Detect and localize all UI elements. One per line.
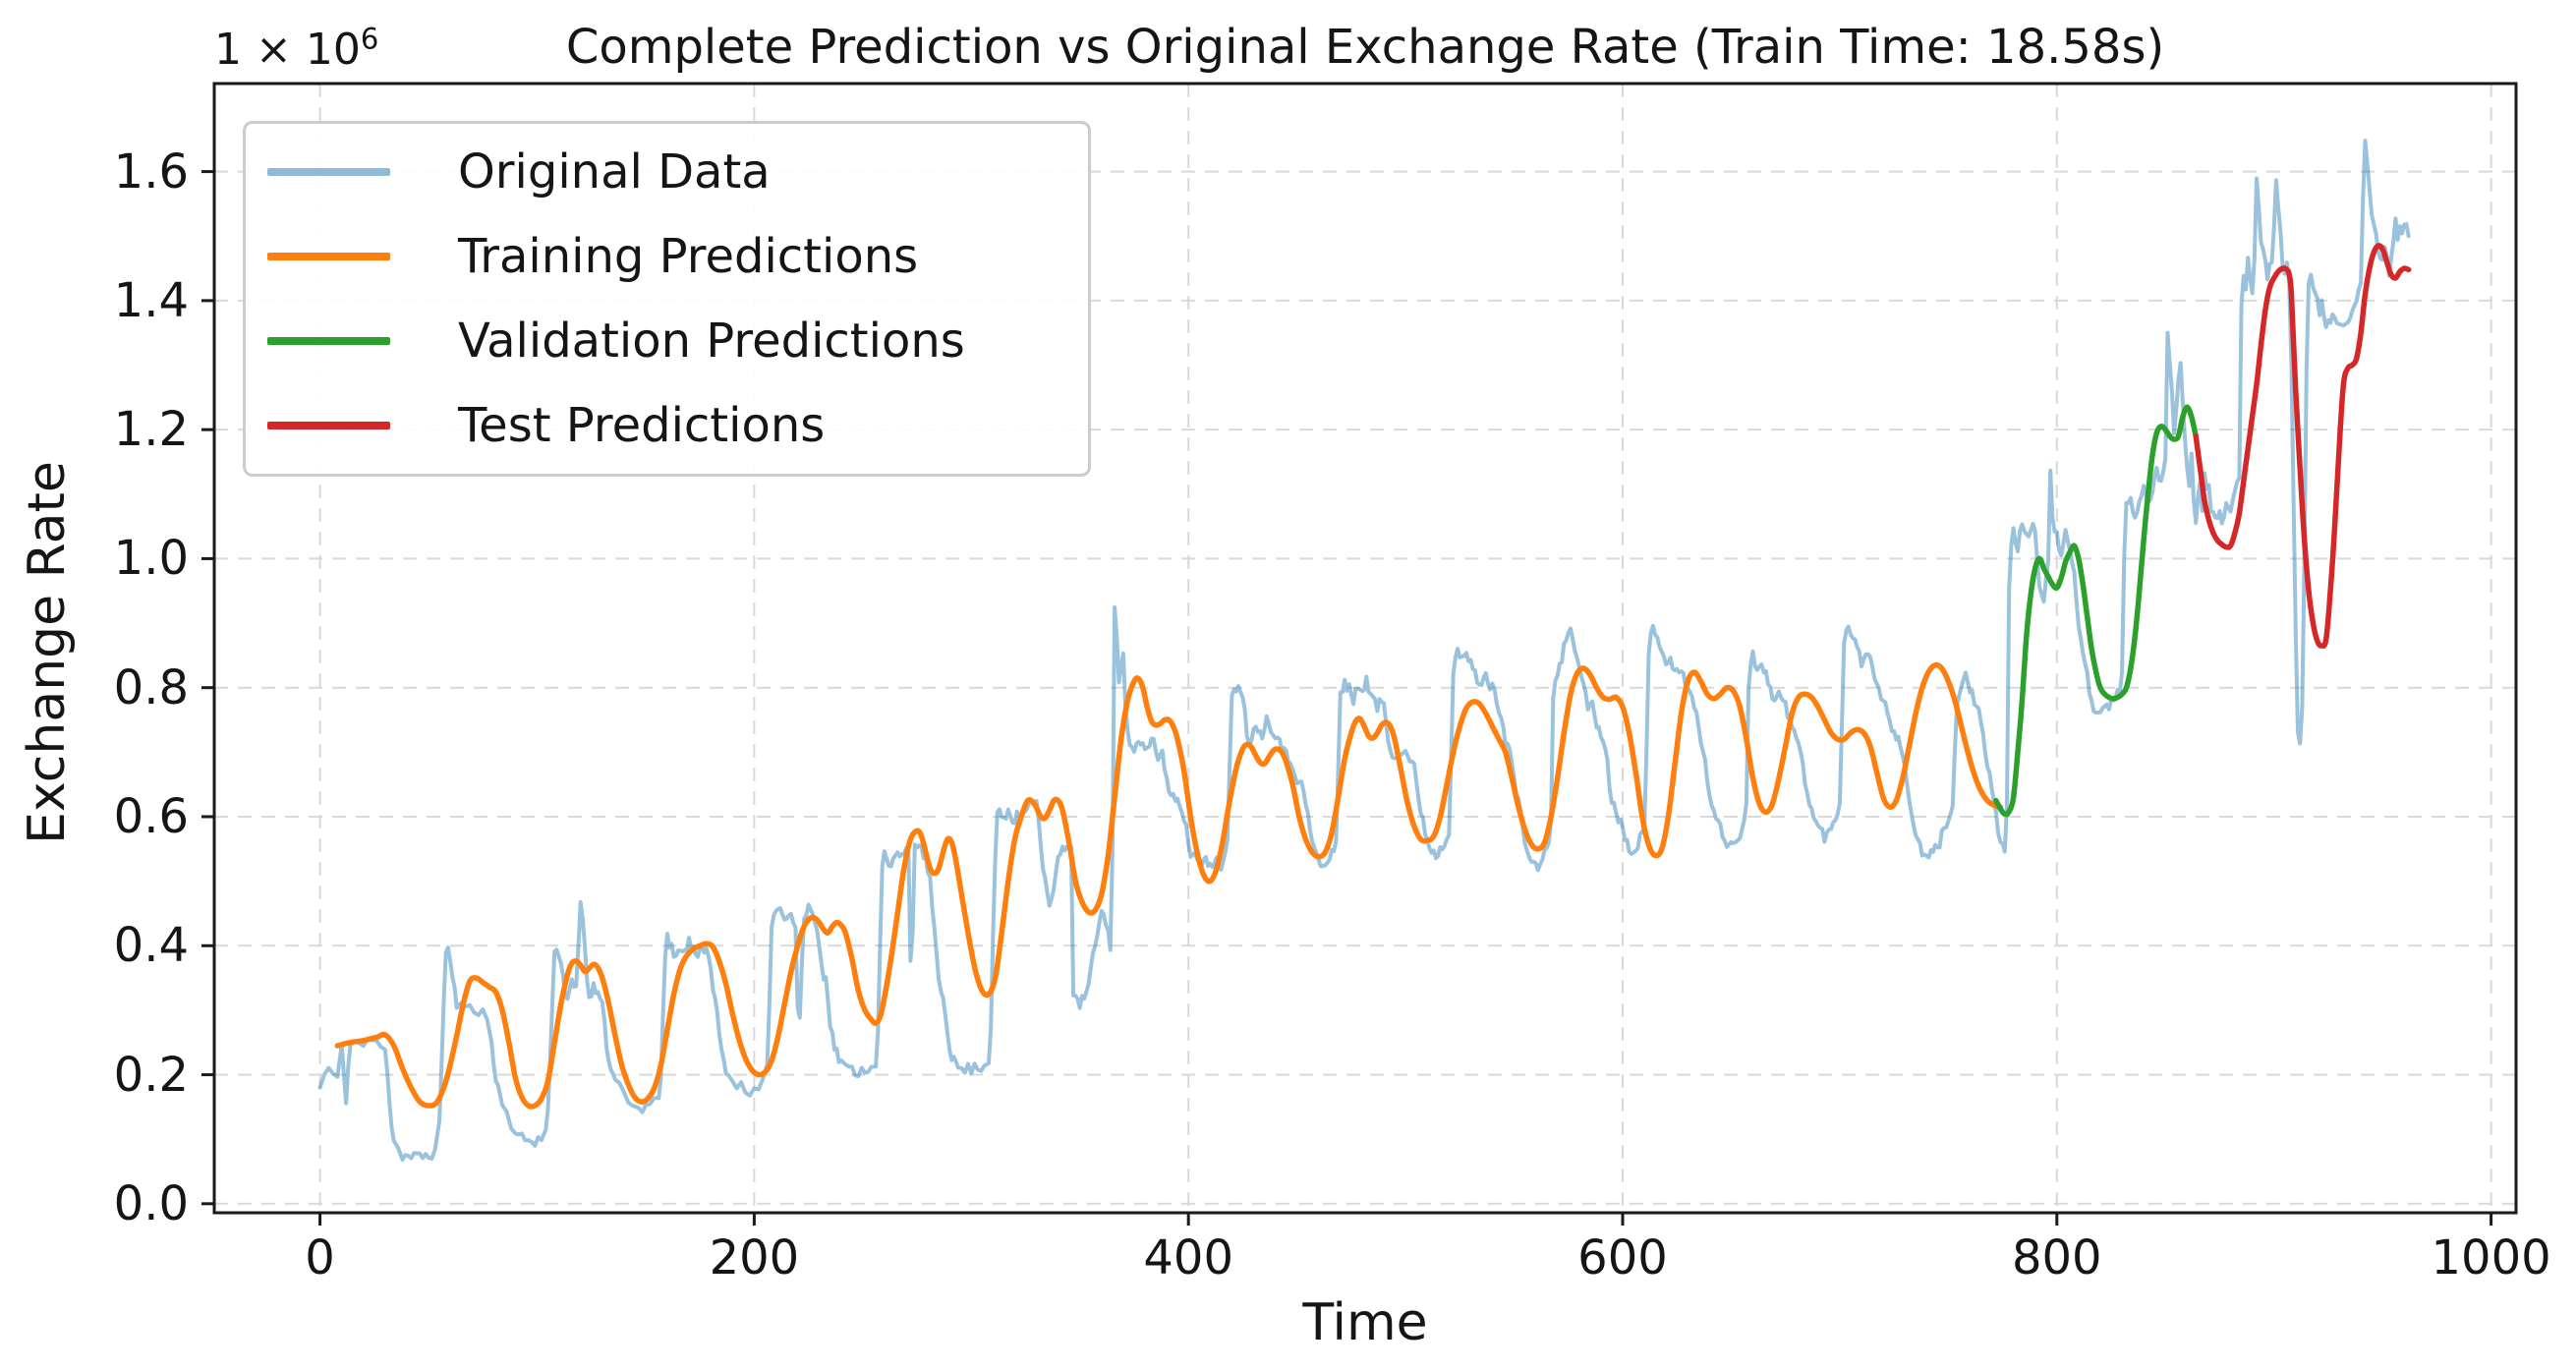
x-tick-label: 800 [2011,1230,2102,1285]
legend-item-original-data: Original Data [246,131,1088,213]
y-tick-label: 0.6 [113,788,189,844]
y-tick-label: 0.8 [113,659,189,715]
legend-item-training-predictions: Training Predictions [246,215,1088,298]
x-tick-label: 600 [1577,1230,1668,1285]
offset-exponent: 6 [360,22,379,56]
tick-marks [201,170,2493,1226]
x-tick-label: 400 [1143,1230,1233,1285]
legend-item-validation-predictions: Validation Predictions [246,300,1088,382]
legend-line-icon [267,253,390,260]
legend: Original Data Training Predictions Valid… [243,121,1091,477]
y-axis-offset-label: 1 × 106 [214,22,379,75]
legend-line-icon [267,168,390,176]
legend-label: Test Predictions [458,398,826,453]
x-tick-label: 200 [709,1230,800,1285]
legend-line-icon [267,422,390,429]
y-tick-label: 1.2 [113,402,189,458]
y-tick-label: 1.6 [113,143,189,200]
legend-label: Original Data [458,144,771,200]
y-tick-label: 0.0 [113,1175,189,1231]
series-training-predictions [334,661,2004,1110]
x-tick-label: 0 [305,1230,335,1285]
series-original-data [317,139,2411,1162]
legend-line-icon [267,337,390,345]
x-axis-label: Time [1302,1293,1428,1352]
x-tick-label: 1000 [2431,1230,2551,1285]
axes-spines [212,82,2518,1215]
series-validation-predictions [1993,404,2199,818]
y-tick-label: 1.4 [113,272,189,328]
y-tick-label: 0.4 [113,918,189,974]
chart-title: Complete Prediction vs Original Exchange… [565,20,2165,75]
y-tick-label: 1.0 [113,531,189,587]
y-tick-label: 0.2 [113,1047,189,1103]
series-test-predictions [2193,243,2412,649]
legend-label: Training Predictions [458,229,919,284]
legend-item-test-predictions: Test Predictions [246,384,1088,467]
legend-label: Validation Predictions [458,314,965,369]
series-lines [317,139,2412,1162]
